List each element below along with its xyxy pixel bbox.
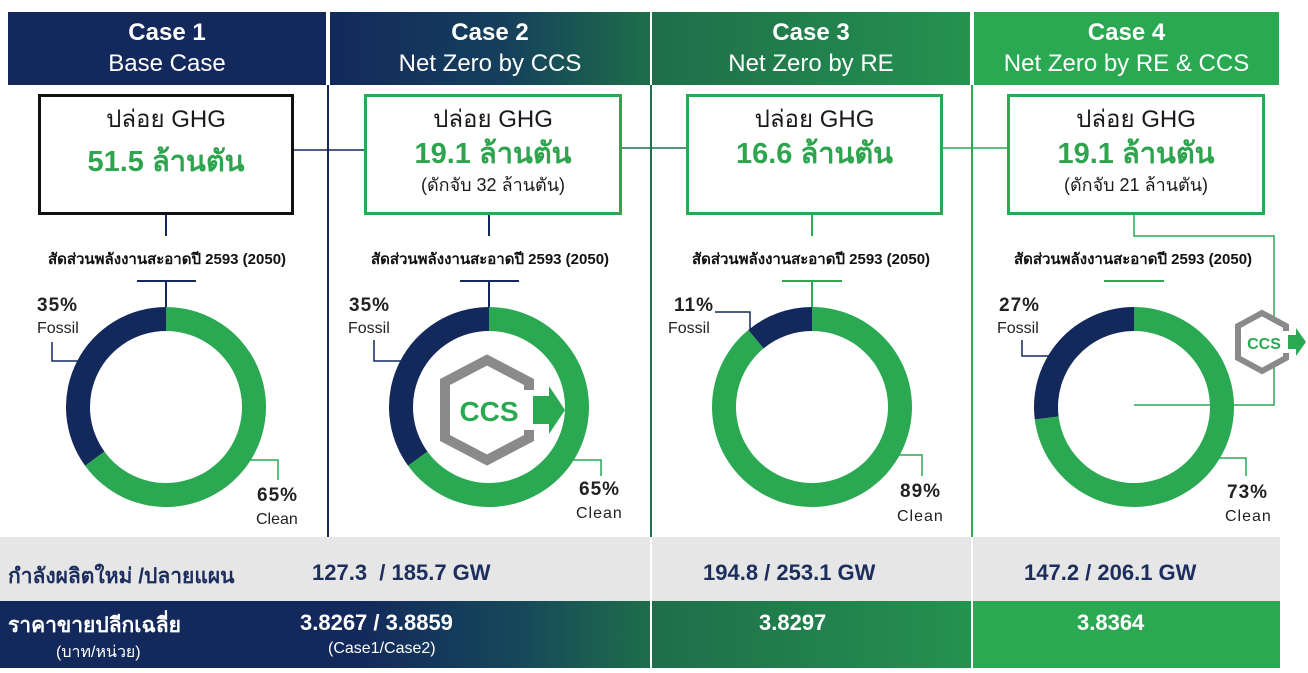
header-band-case2 xyxy=(330,12,650,85)
case4-share-title: สัดส่วนพลังงานสะอาดปี 2593 (2050) xyxy=(1013,251,1253,268)
column-divider xyxy=(650,85,652,537)
case1-header: Case 1 Base Case xyxy=(8,12,326,85)
case2-fossil-label: Fossil xyxy=(348,320,390,337)
price-row-label: ราคาขายปลีกเฉลี่ย xyxy=(8,614,181,637)
case1-share-title: สัดส่วนพลังงานสะอาดปี 2593 (2050) xyxy=(47,251,287,268)
case2-subtitle: Net Zero by CCS xyxy=(398,49,582,77)
case2-header: Case 2 Net Zero by CCS xyxy=(330,12,650,85)
case4-clean-label: Clean xyxy=(1225,508,1272,525)
case4-ccs-text: CCS xyxy=(1247,336,1281,353)
case4-subtitle: Net Zero by RE & CCS xyxy=(1003,49,1250,77)
case3-fossil-slice xyxy=(748,307,812,349)
case1-fossil-slice xyxy=(66,307,166,466)
case2-ghg-value: 19.1 ล้านตัน xyxy=(414,138,572,170)
case2-title: Case 2 xyxy=(451,18,529,46)
case3-header: Case 3 Net Zero by RE xyxy=(652,12,970,85)
capacity-row-divider xyxy=(650,537,652,668)
case3-clean-pct: 89% xyxy=(900,481,942,502)
case3-subtitle: Net Zero by RE xyxy=(728,49,894,77)
case4-fossil-label: Fossil xyxy=(997,320,1039,337)
case1-clean-pct: 65% xyxy=(257,485,299,506)
price-row-unit: (บาท/หน่วย) xyxy=(56,644,141,661)
case1-ghg-label: ปล่อย GHG xyxy=(106,106,226,133)
case2-ccs-icon: CCS xyxy=(440,354,565,466)
case1-2-capacity: 127.3 / 185.7 GW xyxy=(312,560,491,585)
case3-capacity: 194.8 / 253.1 GW xyxy=(703,560,876,585)
case2-fossil-pct: 35% xyxy=(349,295,391,316)
case1-subtitle: Base Case xyxy=(108,49,226,77)
case3-fossil-label: Fossil xyxy=(668,320,710,337)
capacity-row xyxy=(0,537,1280,601)
case3-share-title: สัดส่วนพลังงานสะอาดปี 2593 (2050) xyxy=(691,251,931,268)
case2-donut xyxy=(389,307,589,507)
capacity-row-divider xyxy=(971,537,973,668)
case4-capture-note: (ดักจับ 21 ล้านตัน) xyxy=(1063,175,1208,195)
case4-capacity: 147.2 / 206.1 GW xyxy=(1024,560,1197,585)
case4-ghg-value: 19.1 ล้านตัน xyxy=(1057,138,1215,170)
case1-clean-label: Clean xyxy=(256,511,298,528)
case4-fossil-slice xyxy=(1034,307,1134,420)
case2-fossil-slice xyxy=(389,307,489,466)
case3-clean-slice xyxy=(712,307,912,507)
case4-donut xyxy=(1034,307,1234,507)
case3-ghg-box: ปล่อย GHG 16.6 ล้านตัน xyxy=(686,94,943,215)
case3-price: 3.8297 xyxy=(759,610,827,635)
case4-clean-pct: 73% xyxy=(1227,482,1269,503)
header-band-case3 xyxy=(652,12,970,85)
case2-clean-label: Clean xyxy=(576,505,623,522)
case2-ccs-text: CCS xyxy=(459,396,518,427)
case4-price: 3.8364 xyxy=(1077,610,1145,635)
case2-ghg-label: ปล่อย GHG xyxy=(433,106,553,133)
case2-clean-pct: 65% xyxy=(579,479,621,500)
case2-ghg-box: ปล่อย GHG 19.1 ล้านตัน (ดักจับ 32 ล้านตั… xyxy=(364,94,622,215)
case4-fossil-pct: 27% xyxy=(999,295,1041,316)
case4-ghg-label: ปล่อย GHG xyxy=(1076,106,1196,133)
case1-title: Case 1 xyxy=(128,18,206,46)
case3-donut xyxy=(712,307,912,507)
case1-2-price: 3.8267 / 3.8859 xyxy=(300,610,453,635)
header-band-case1 xyxy=(8,12,326,85)
case2-share-title: สัดส่วนพลังงานสะอาดปี 2593 (2050) xyxy=(370,251,610,268)
case4-header: Case 4 Net Zero by RE & CCS xyxy=(974,12,1279,85)
case4-ghg-box: ปล่อย GHG 19.1 ล้านตัน (ดักจับ 21 ล้านตั… xyxy=(1007,94,1265,215)
case3-ghg-label: ปล่อย GHG xyxy=(754,106,875,133)
header-band-case4 xyxy=(974,12,1279,85)
column-divider xyxy=(971,85,973,537)
case1-2-price-note: (Case1/Case2) xyxy=(328,640,436,657)
case1-fossil-pct: 35% xyxy=(37,295,79,316)
price-row-band-3 xyxy=(973,601,1280,668)
case3-fossil-pct: 11% xyxy=(674,295,714,316)
case1-donut xyxy=(66,307,266,507)
case3-clean-label: Clean xyxy=(897,508,944,525)
case1-fossil-label: Fossil xyxy=(37,320,79,337)
price-row-band-1 xyxy=(0,601,650,668)
case2-capture-note: (ดักจับ 32 ล้านตัน) xyxy=(420,175,565,195)
case4-title: Case 4 xyxy=(1087,18,1166,46)
case4-ccs-icon: CCS xyxy=(1235,309,1306,375)
column-divider xyxy=(327,85,329,537)
capacity-row-label: กำลังผลิตใหม่ /ปลายแผน xyxy=(8,565,235,588)
price-row-band-2 xyxy=(652,601,971,668)
case3-ghg-value: 16.6 ล้านตัน xyxy=(735,138,894,170)
case1-ghg-box: ปล่อย GHG 51.5 ล้านตัน xyxy=(38,94,294,215)
case3-title: Case 3 xyxy=(772,18,850,46)
case1-ghg-value: 51.5 ล้านตัน xyxy=(87,146,245,178)
